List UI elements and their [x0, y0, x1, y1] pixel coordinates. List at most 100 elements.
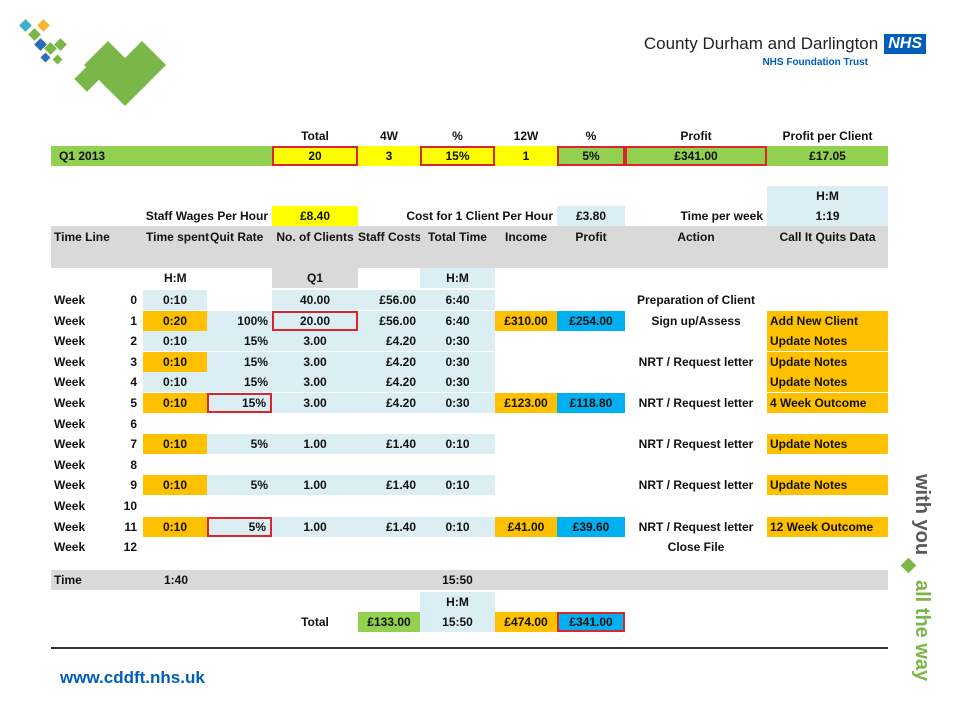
- row-11-call-it-quits: 12 Week Outcome: [767, 516, 888, 537]
- slogan: with you all the way: [890, 470, 956, 685]
- summary-pct-4w: 15%: [420, 146, 495, 166]
- row-2-call-it-quits: Update Notes: [767, 331, 888, 352]
- row-11-no-of-clients: 1.00: [272, 516, 358, 537]
- org-subtitle: NHS Foundation Trust: [762, 57, 868, 68]
- row-0-call-it-quits: [767, 290, 888, 310]
- row-7-profit: [557, 434, 625, 454]
- row-10-income: [495, 496, 557, 516]
- row-3-week-number: 3: [130, 354, 137, 369]
- row-9-staff-costs: £1.40: [358, 475, 420, 496]
- row-8-action: [625, 455, 767, 475]
- row-0-no-of-clients: 40.00: [272, 290, 358, 310]
- row-5-total-time: 0:30: [420, 393, 495, 413]
- row-4-total-time: 0:30: [420, 372, 495, 393]
- row-7-week-number: 7: [130, 437, 137, 452]
- row-12-income: [495, 537, 557, 557]
- row-7-total-time: 0:10: [420, 434, 495, 455]
- time-total-label: Time: [54, 573, 82, 587]
- col-income: Income: [504, 230, 547, 244]
- summary-profit-per-client: £17.05: [809, 149, 846, 163]
- row-2-week-number: 2: [130, 334, 137, 349]
- time-per-week-label: Time per week: [680, 209, 764, 223]
- row-3-week-label: Week: [54, 354, 86, 369]
- row-5-week-label: Week: [54, 396, 86, 410]
- row-0-action: Preparation of Client: [636, 293, 755, 307]
- col-staff-costs: Staff Costs: [358, 230, 420, 244]
- row-11-income: £41.00: [495, 516, 557, 537]
- row-12-total-time: [420, 537, 495, 557]
- time-total-total-time: 15:50: [442, 573, 473, 587]
- row-8-quit-rate: [207, 455, 272, 475]
- row-4-quit-rate: 15%: [207, 372, 272, 393]
- row-12-week-number: 12: [123, 540, 137, 555]
- row-7-week-label: Week: [54, 437, 86, 452]
- row-7-action: NRT / Request letter: [638, 437, 754, 452]
- summary-header-pct-12w: %: [585, 129, 597, 143]
- row-6-staff-costs: [358, 414, 420, 434]
- row-1-quit-rate: 100%: [207, 310, 272, 331]
- row-10-call-it-quits: [767, 496, 888, 516]
- row-9-profit: [557, 475, 625, 495]
- row-2-quit-rate: 15%: [207, 331, 272, 352]
- row-3-call-it-quits: Update Notes: [767, 351, 888, 372]
- row-10-no-of-clients: [272, 496, 358, 516]
- bottom-rule: [51, 647, 888, 649]
- row-7-income: [495, 434, 557, 454]
- row-4-profit: [557, 372, 625, 392]
- row-10-time-spent: [143, 496, 207, 516]
- row-8-week-number: 8: [130, 457, 137, 472]
- row-4-action: [625, 372, 767, 392]
- row-1-profit: £254.00: [557, 310, 625, 331]
- nhs-badge: NHS: [884, 34, 926, 54]
- row-8-profit: [557, 455, 625, 475]
- row-5-quit-rate: 15%: [207, 393, 272, 413]
- website-url: www.cddft.nhs.uk: [60, 668, 205, 687]
- row-12-staff-costs: [358, 537, 420, 557]
- row-4-week-label: Week: [54, 375, 86, 390]
- row-10-staff-costs: [358, 496, 420, 516]
- row-2-total-time: 0:30: [420, 331, 495, 352]
- sub-q1: Q1: [272, 268, 358, 288]
- row-1-call-it-quits: Add New Client: [767, 310, 888, 331]
- row-8-staff-costs: [358, 455, 420, 475]
- row-1-total-time: 6:40: [420, 310, 495, 331]
- table-header-bg: [51, 226, 888, 268]
- row-0-time-spent: 0:10: [143, 290, 207, 310]
- row-11-time-spent: 0:10: [143, 516, 207, 537]
- row-11-action: NRT / Request letter: [638, 519, 754, 534]
- row-8-week-label: Week: [54, 457, 86, 472]
- row-8-no-of-clients: [272, 455, 358, 475]
- summary-profit: £341.00: [625, 146, 767, 166]
- row-12-action: Close File: [667, 540, 725, 555]
- sub-hm-time-spent: H:M: [164, 271, 187, 285]
- row-2-profit: [557, 331, 625, 351]
- row-4-call-it-quits: Update Notes: [767, 372, 888, 393]
- totals-staff-costs: £133.00: [358, 612, 420, 632]
- row-6-total-time: [420, 414, 495, 434]
- col-time-spent: Time spent: [146, 230, 209, 244]
- param-hm-label: H:M: [767, 186, 888, 206]
- summary-header-12w: 12W: [513, 129, 539, 143]
- row-1-week-label: Week: [54, 313, 86, 328]
- slogan-part-b: all the way: [911, 580, 933, 682]
- col-no-clients: No. of Clients: [276, 230, 354, 244]
- staff-wages-label: Staff Wages Per Hour: [145, 209, 268, 223]
- summary-label: Q1 2013: [59, 149, 106, 163]
- row-1-week-number: 1: [130, 313, 137, 328]
- row-8-income: [495, 455, 557, 475]
- row-5-profit: £118.80: [557, 393, 625, 413]
- row-4-week-number: 4: [130, 375, 137, 390]
- row-9-quit-rate: 5%: [207, 475, 272, 496]
- spreadsheet: Total 4W % 12W % Profit Profit per Clien…: [51, 126, 888, 648]
- summary-4w: 3: [358, 146, 420, 166]
- row-5-no-of-clients: 3.00: [272, 393, 358, 413]
- row-9-call-it-quits: Update Notes: [767, 475, 888, 496]
- time-total-time-spent: 1:40: [164, 573, 189, 587]
- row-9-total-time: 0:10: [420, 475, 495, 496]
- summary-header-profit: Profit: [680, 129, 712, 143]
- summary-total: 20: [272, 146, 358, 166]
- row-4-income: [495, 372, 557, 392]
- row-12-no-of-clients: [272, 537, 358, 557]
- totals-profit: £341.00: [557, 612, 625, 632]
- row-9-action: NRT / Request letter: [638, 478, 754, 493]
